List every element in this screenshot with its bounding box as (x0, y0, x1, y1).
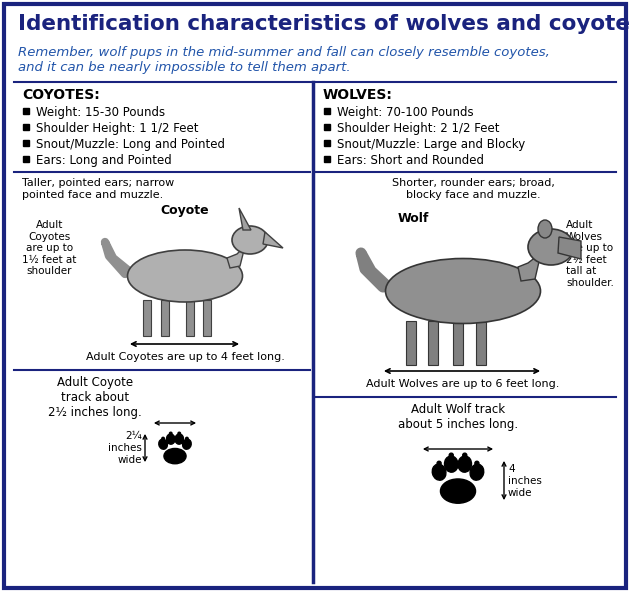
FancyBboxPatch shape (453, 321, 463, 365)
Polygon shape (263, 232, 283, 248)
Text: Shorter, rounder ears; broad,
blocky face and muzzle.: Shorter, rounder ears; broad, blocky fac… (392, 178, 554, 200)
Text: 4
inches
wide: 4 inches wide (508, 464, 542, 498)
FancyBboxPatch shape (186, 300, 194, 336)
Circle shape (462, 453, 467, 457)
Polygon shape (227, 246, 245, 268)
Polygon shape (239, 208, 251, 230)
Text: and it can be nearly impossible to tell them apart.: and it can be nearly impossible to tell … (18, 61, 351, 74)
Ellipse shape (159, 439, 168, 449)
Text: COYOTES:: COYOTES: (22, 88, 100, 102)
Text: Ears: Short and Rounded: Ears: Short and Rounded (337, 154, 484, 167)
Ellipse shape (183, 439, 192, 449)
Text: Weight: 15-30 Pounds: Weight: 15-30 Pounds (36, 106, 165, 119)
Text: Shoulder Height: 2 1/2 Feet: Shoulder Height: 2 1/2 Feet (337, 122, 500, 135)
FancyBboxPatch shape (4, 4, 626, 588)
Circle shape (169, 432, 172, 435)
Text: Snout/Muzzle: Large and Blocky: Snout/Muzzle: Large and Blocky (337, 138, 525, 151)
Ellipse shape (232, 226, 268, 254)
Circle shape (437, 461, 441, 465)
Text: Adult Wolves are up to 6 feet long.: Adult Wolves are up to 6 feet long. (366, 379, 559, 389)
Ellipse shape (127, 250, 243, 302)
Text: Ears: Long and Pointed: Ears: Long and Pointed (36, 154, 172, 167)
Text: Coyote: Coyote (161, 204, 209, 217)
Ellipse shape (166, 434, 175, 444)
Text: Snout/Muzzle: Long and Pointed: Snout/Muzzle: Long and Pointed (36, 138, 225, 151)
Text: 2¼
inches
wide: 2¼ inches wide (108, 432, 142, 465)
Text: Adult Coyote
track about
2½ inches long.: Adult Coyote track about 2½ inches long. (48, 376, 142, 419)
Ellipse shape (175, 434, 183, 444)
FancyBboxPatch shape (428, 321, 438, 365)
Text: Wolf: Wolf (398, 212, 428, 225)
Circle shape (162, 437, 164, 440)
Text: Adult Coyotes are up to 4 feet long.: Adult Coyotes are up to 4 feet long. (86, 352, 284, 362)
Polygon shape (518, 253, 541, 281)
Ellipse shape (445, 456, 458, 472)
Ellipse shape (386, 259, 541, 323)
Text: WOLVES:: WOLVES: (323, 88, 393, 102)
Text: Remember, wolf pups in the mid-summer and fall can closely resemble coyotes,: Remember, wolf pups in the mid-summer an… (18, 46, 550, 59)
Text: Identification characteristics of wolves and coyotes:: Identification characteristics of wolves… (18, 14, 630, 34)
Text: Weight: 70-100 Pounds: Weight: 70-100 Pounds (337, 106, 474, 119)
Ellipse shape (458, 456, 471, 472)
Circle shape (178, 432, 181, 435)
Text: Shoulder Height: 1 1/2 Feet: Shoulder Height: 1 1/2 Feet (36, 122, 198, 135)
FancyBboxPatch shape (161, 300, 169, 336)
Ellipse shape (440, 479, 476, 503)
FancyBboxPatch shape (203, 300, 211, 336)
Ellipse shape (528, 229, 574, 265)
Text: Taller, pointed ears; narrow
pointed face and muzzle.: Taller, pointed ears; narrow pointed fac… (22, 178, 175, 200)
Text: Adult Wolf track
about 5 inches long.: Adult Wolf track about 5 inches long. (398, 403, 518, 431)
Polygon shape (558, 237, 581, 259)
Text: Adult
Coyotes
are up to
1½ feet at
shoulder: Adult Coyotes are up to 1½ feet at shoul… (22, 220, 76, 276)
Ellipse shape (470, 464, 484, 480)
Circle shape (475, 461, 479, 465)
Circle shape (186, 437, 188, 440)
Ellipse shape (164, 449, 186, 464)
FancyBboxPatch shape (476, 321, 486, 365)
Ellipse shape (538, 220, 552, 238)
FancyBboxPatch shape (406, 321, 416, 365)
Text: Adult
Wolves
are up to
2½ feet
tall at
shoulder.: Adult Wolves are up to 2½ feet tall at s… (566, 220, 614, 288)
FancyBboxPatch shape (143, 300, 151, 336)
Circle shape (449, 453, 453, 457)
Ellipse shape (432, 464, 446, 480)
